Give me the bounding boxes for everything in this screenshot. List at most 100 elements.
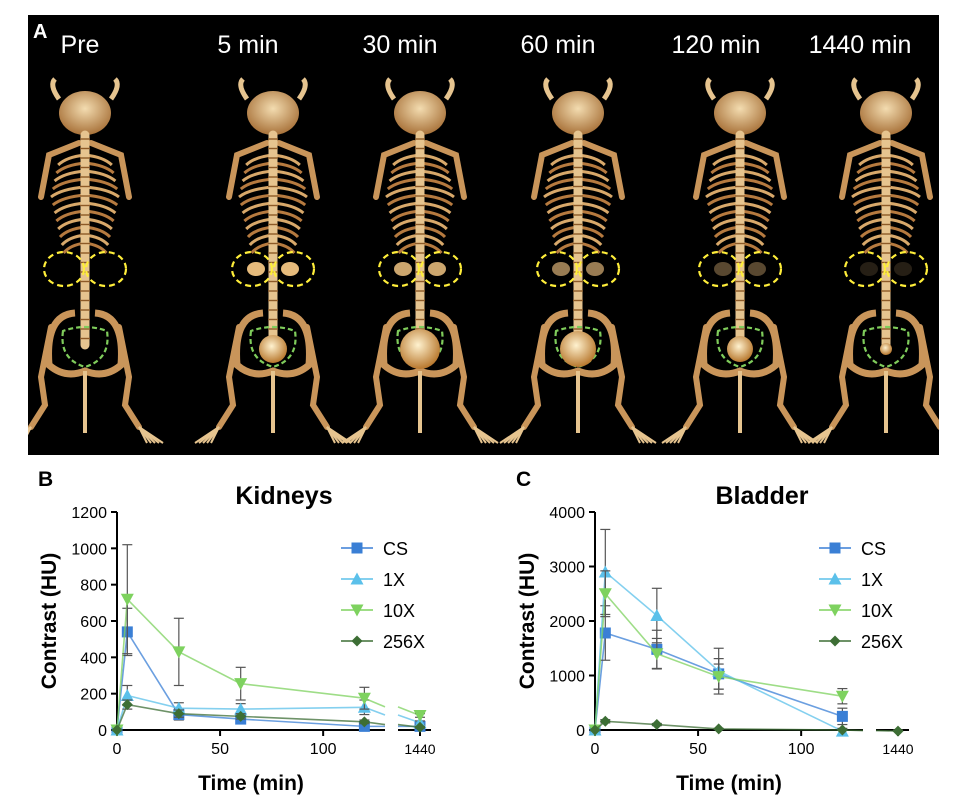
right-kidney-signal xyxy=(281,262,299,276)
x-axis-label: Time (min) xyxy=(198,772,304,795)
kidney-roi-right xyxy=(419,250,463,288)
shoulder-bones xyxy=(38,140,132,200)
x-tick-label: 50 xyxy=(211,741,229,758)
data-point xyxy=(414,721,426,733)
series-256X xyxy=(589,715,904,737)
legend-label: 10X xyxy=(383,601,415,621)
skull xyxy=(860,91,912,135)
hind-legs xyxy=(216,324,330,430)
legend-label: 256X xyxy=(861,632,903,652)
legend-marker xyxy=(350,604,364,617)
series-256X xyxy=(111,699,426,736)
legend-item-1X: 1X xyxy=(819,570,883,590)
kidney-roi-right xyxy=(577,250,621,288)
hind-legs xyxy=(829,324,939,430)
hind-legs xyxy=(683,324,797,430)
kidney-roi-right xyxy=(84,250,128,288)
skull-ridge xyxy=(385,77,455,101)
toe xyxy=(357,426,367,444)
chart-title: Kidneys xyxy=(235,482,332,510)
toe xyxy=(631,426,657,444)
bladder-chart-svg: C Bladder 0 1000 2000 3000 4000 0 50 100 1440 Time … xyxy=(516,468,914,795)
x-tick-label: 1440 xyxy=(882,741,913,757)
kidney-roi-left xyxy=(42,250,86,288)
right-kidney-signal xyxy=(586,262,604,276)
mouse-skeleton-5 xyxy=(807,77,939,444)
data-point xyxy=(120,688,134,701)
right-kidney-signal xyxy=(894,262,912,276)
data-point xyxy=(172,701,186,714)
y-tick-label: 0 xyxy=(98,723,107,740)
legend-marker xyxy=(828,604,842,617)
series-line-break xyxy=(397,714,421,724)
data-point xyxy=(172,646,186,659)
skull xyxy=(59,91,111,135)
data-point xyxy=(120,593,134,606)
legend-item-10X: 10X xyxy=(819,601,893,621)
time-label-5min: 5 min xyxy=(217,31,279,59)
bladder-roi xyxy=(554,325,602,369)
data-point xyxy=(599,715,611,727)
skull xyxy=(714,91,766,135)
x-tick-label: 1440 xyxy=(404,741,435,757)
legend-label: 1X xyxy=(861,570,883,590)
legend-label: CS xyxy=(383,539,408,559)
data-point xyxy=(234,702,248,715)
bladder-chart: C Bladder 0 1000 2000 3000 4000 0 50 100 1440 Time … xyxy=(478,462,953,805)
y-tick-label: 1200 xyxy=(71,505,107,522)
legend-label: CS xyxy=(861,539,886,559)
kidney-roi-left xyxy=(697,250,741,288)
left-kidney-signal xyxy=(247,262,265,276)
x-tick-label: 50 xyxy=(689,741,707,758)
data-point xyxy=(651,719,663,731)
kidney-roi-left xyxy=(843,250,887,288)
panel-letter: C xyxy=(516,468,531,491)
x-tick-label: 0 xyxy=(591,741,600,758)
legend-label: 256X xyxy=(383,632,425,652)
data-point xyxy=(235,710,247,722)
mouse-skeleton-4 xyxy=(661,77,819,444)
data-point xyxy=(357,692,371,705)
kidney-roi-right xyxy=(885,250,929,288)
left-kidney-signal xyxy=(552,262,570,276)
data-point xyxy=(712,671,726,684)
legend-label: 10X xyxy=(861,601,893,621)
kidneys-chart-svg: B Kidneys 0 200 400 600 800 1000 1200 0 50 100 1440 T… xyxy=(38,468,436,795)
series-line-to-break xyxy=(364,697,386,708)
skull-ridge xyxy=(238,77,308,101)
time-label-30min: 30 min xyxy=(362,31,438,59)
shoulder-bones xyxy=(839,140,933,200)
left-kidney-signal xyxy=(714,262,732,276)
bladder-roi xyxy=(249,325,297,369)
skull-ridge xyxy=(705,77,775,101)
right-kidney-signal xyxy=(428,262,446,276)
legend-item-256X: 256X xyxy=(819,632,903,652)
toe xyxy=(677,426,687,444)
ct-images xyxy=(28,77,939,444)
left-kidney-signal xyxy=(860,262,878,276)
time-label-60min: 60 min xyxy=(520,31,596,59)
mouse-skeleton-2 xyxy=(341,77,499,444)
data-point xyxy=(836,724,848,736)
bladder-signal xyxy=(880,343,892,355)
y-tick-label: 600 xyxy=(80,614,107,631)
bladder-roi xyxy=(61,325,109,369)
y-tick-label: 3000 xyxy=(549,560,585,577)
data-point xyxy=(835,690,849,703)
skull xyxy=(394,91,446,135)
legend-marker xyxy=(350,572,364,585)
kidney-roi-left xyxy=(535,250,579,288)
data-point xyxy=(599,627,611,639)
chart-title: Bladder xyxy=(715,482,808,510)
y-tick-label: 1000 xyxy=(71,541,107,558)
legend-marker xyxy=(351,635,363,647)
data-point xyxy=(650,648,664,661)
time-label-1440min: 1440 min xyxy=(808,31,912,59)
x-tick-label: 0 xyxy=(113,741,122,758)
bladder-signal xyxy=(400,329,440,369)
legend-marker xyxy=(829,635,841,647)
data-point xyxy=(111,724,123,736)
data-point xyxy=(598,588,612,601)
kidney-roi-left xyxy=(230,250,274,288)
skull xyxy=(552,91,604,135)
